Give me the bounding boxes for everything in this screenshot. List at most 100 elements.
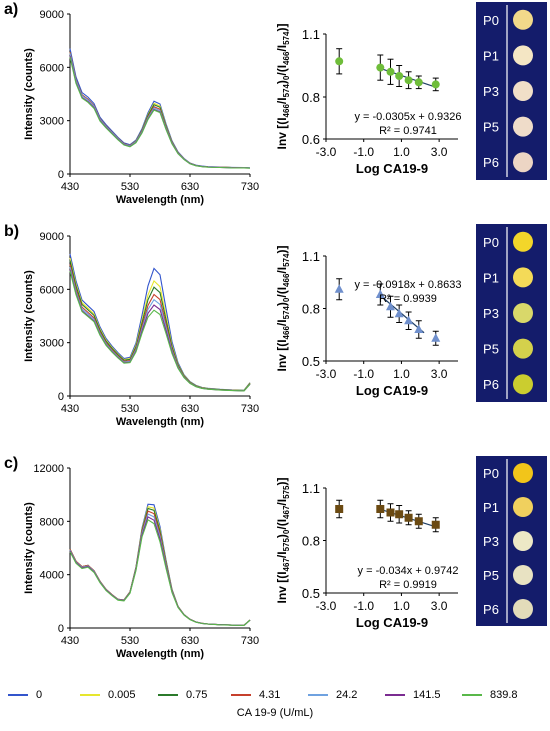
y-label-part: 574 — [282, 31, 291, 45]
spectrum-chart: 0 3000 6000 9000 430 530 630 730 Wavelength (nm)… — [23, 231, 259, 428]
plate-label-p0: P0 — [483, 466, 499, 481]
x-tick-label: -1.0 — [353, 599, 374, 613]
data-point — [376, 63, 385, 72]
y-axis-label: Inv [(I467/I575)0/(I467/I575)] — [275, 478, 291, 604]
well-p0 — [513, 231, 533, 252]
y-label-part: 575 — [282, 485, 291, 499]
panel-label: b) — [4, 223, 19, 240]
x-axis-label: Log CA19-9 — [356, 383, 428, 398]
y-label-part: 0 — [282, 529, 291, 534]
x-tick-label: -1.0 — [353, 145, 374, 159]
y-tick-label: 0.8 — [302, 302, 320, 317]
x-axis-label: Wavelength (nm) — [116, 194, 205, 206]
panel-label: c) — [4, 455, 18, 472]
plate-label-p3: P3 — [483, 306, 499, 321]
y-tick-label: 0.6 — [302, 132, 320, 147]
y-label-part: 467 — [282, 505, 291, 519]
y-label-part: 466 — [282, 104, 291, 118]
y-tick-label: 3000 — [40, 338, 64, 350]
y-label-part: Inv [(I — [275, 117, 289, 149]
x-tick-label: 630 — [181, 181, 199, 193]
y-label-part: 0 — [282, 75, 291, 80]
plate-image: P0 P1 P3 P5 P6 — [476, 224, 547, 402]
well-p0 — [513, 9, 533, 30]
legend-swatch — [158, 694, 178, 697]
well-p6 — [513, 152, 533, 173]
y-tick-label: 12000 — [33, 463, 64, 475]
data-point — [395, 72, 404, 80]
well-p5 — [513, 116, 533, 137]
panel-label: a) — [4, 1, 18, 18]
legend-label: 0.75 — [186, 689, 208, 701]
y-tick-label: 0 — [58, 623, 64, 635]
plate-label-p0: P0 — [483, 13, 499, 28]
data-point — [395, 510, 404, 519]
x-tick-label: 3.0 — [431, 145, 448, 159]
well-p6 — [513, 374, 533, 395]
legend-swatch — [80, 694, 100, 697]
x-tick-label: 530 — [121, 181, 139, 193]
legend-label: 839.8 — [490, 689, 518, 701]
legend-item: 141.5 — [385, 687, 441, 703]
y-tick-label: 0.8 — [302, 534, 320, 549]
y-label-part: )] — [275, 246, 289, 254]
well-p3 — [513, 531, 533, 551]
y-axis-label: Intensity (counts) — [23, 502, 35, 594]
y-label-part: /(I — [275, 519, 289, 530]
plate-label-p5: P5 — [483, 568, 499, 583]
data-point — [375, 289, 385, 298]
y-tick-label: 0.5 — [302, 586, 320, 601]
plate-label-p0: P0 — [483, 235, 499, 250]
y-label-part: /(I — [275, 65, 289, 76]
x-axis-label: Log CA19-9 — [356, 161, 428, 176]
y-tick-label: 1.1 — [302, 481, 320, 496]
data-point — [386, 67, 395, 76]
plate-background — [476, 456, 547, 626]
data-point — [404, 76, 413, 85]
data-point — [385, 301, 395, 311]
x-tick-label: 430 — [61, 635, 79, 647]
legend-title: CA 19-9 (U/mL) — [236, 707, 314, 719]
spectrum-line-839.8 — [69, 56, 251, 169]
plate-label-p6: P6 — [483, 602, 499, 617]
data-point — [335, 505, 344, 513]
data-point — [404, 315, 414, 325]
x-axis-label: Wavelength (nm) — [116, 648, 205, 660]
fit-equation: y = -0.0305x + 0.9326 — [354, 111, 461, 123]
y-axis-label: Intensity (counts) — [23, 270, 35, 362]
y-tick-label: 0 — [58, 391, 64, 403]
plate-label-p1: P1 — [483, 270, 499, 285]
panel-a: a) 0 3000 6000 9000 430 530 630 730 Wavelength (n… — [4, 1, 547, 206]
y-label-part: ) — [275, 80, 289, 84]
spectrum-chart: 0 3000 6000 9000 430 530 630 730 Wavelength (nm)… — [23, 9, 259, 206]
y-tick-label: 3000 — [40, 116, 64, 128]
y-label-part: 0 — [282, 297, 291, 302]
x-tick-label: -1.0 — [353, 367, 374, 381]
fit-r2: R² = 0.9919 — [379, 579, 437, 591]
fit-r2: R² = 0.9741 — [379, 125, 437, 137]
well-p0 — [513, 463, 533, 483]
plate-label-p6: P6 — [483, 155, 499, 170]
plate-label-p3: P3 — [483, 84, 499, 99]
y-label-part: 466 — [282, 326, 291, 340]
x-tick-label: -3.0 — [316, 367, 337, 381]
legend-label: 24.2 — [336, 689, 358, 701]
x-tick-label: 530 — [121, 403, 139, 415]
y-label-part: 575 — [282, 538, 291, 552]
x-tick-label: 1.0 — [393, 367, 410, 381]
y-label-part: 467 — [282, 558, 291, 572]
plate-label-p3: P3 — [483, 534, 499, 549]
y-tick-label: 6000 — [40, 62, 64, 74]
legend: 0 0.005 0.75 4.31 24.2 141.5 839.8 CA 19-9 (U/… — [0, 683, 550, 731]
x-tick-label: 430 — [61, 403, 79, 415]
y-axis-label: Inv [(I466/I574)0/(I466/I574)] — [275, 24, 291, 150]
y-tick-label: 0.5 — [302, 354, 320, 369]
y-tick-label: 4000 — [40, 570, 64, 582]
data-point — [386, 508, 395, 517]
data-point — [414, 78, 423, 87]
plate-label-p5: P5 — [483, 120, 499, 135]
well-p3 — [513, 81, 533, 101]
x-tick-label: 430 — [61, 181, 79, 193]
